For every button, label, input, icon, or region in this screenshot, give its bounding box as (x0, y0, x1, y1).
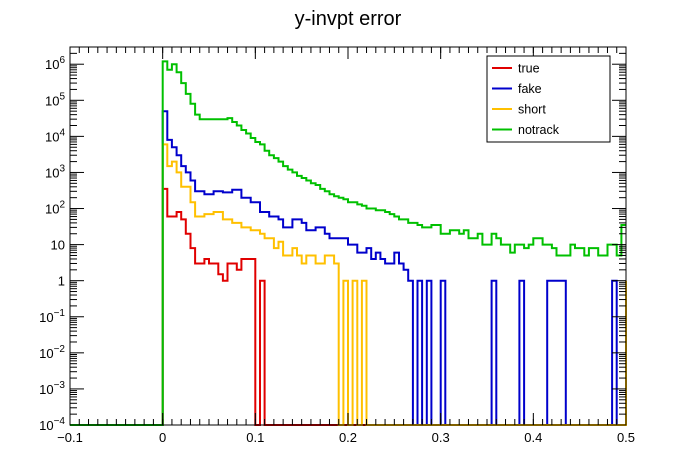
legend-label-short: short (518, 103, 546, 117)
y-tick-label: 1 (58, 274, 65, 289)
x-tick-label: 0.1 (246, 430, 264, 445)
x-tick-label: 0.3 (432, 430, 450, 445)
legend-box (486, 55, 611, 143)
legend: true fake short notrack (486, 55, 611, 143)
x-tick-label: 0.2 (339, 430, 357, 445)
y-tick-label: 10−3 (39, 380, 65, 397)
x-tick-label: 0 (159, 430, 166, 445)
y-tick-label: 106 (45, 55, 65, 72)
chart-title: y-invpt error (295, 8, 402, 30)
series-line-notrack (70, 60, 626, 426)
x-tick-label: −0.1 (57, 430, 83, 445)
legend-label-true: true (518, 62, 540, 76)
x-tick-label: 0.4 (524, 430, 542, 445)
y-tick-label: 102 (45, 200, 65, 217)
y-tick-label: 105 (45, 91, 65, 108)
y-tick-label: 104 (45, 127, 65, 144)
y-tick-label: 10−2 (39, 344, 65, 361)
axes: −0.1 0 0.1 0.2 0.3 0.4 0.5 10−4 10−3 10−2 10−1 1 10 1… (39, 46, 635, 445)
series-line-short (70, 143, 627, 426)
legend-label-fake: fake (518, 82, 542, 96)
legend-label-notrack: notrack (518, 123, 560, 137)
y-tick-label: 103 (45, 163, 65, 180)
series-line-true (70, 187, 626, 426)
y-tick-label: 10 (51, 238, 65, 253)
y-tick-label: 10−4 (39, 416, 65, 433)
x-tick-label: 0.5 (617, 430, 635, 445)
y-tick-label: 10−1 (39, 308, 65, 325)
